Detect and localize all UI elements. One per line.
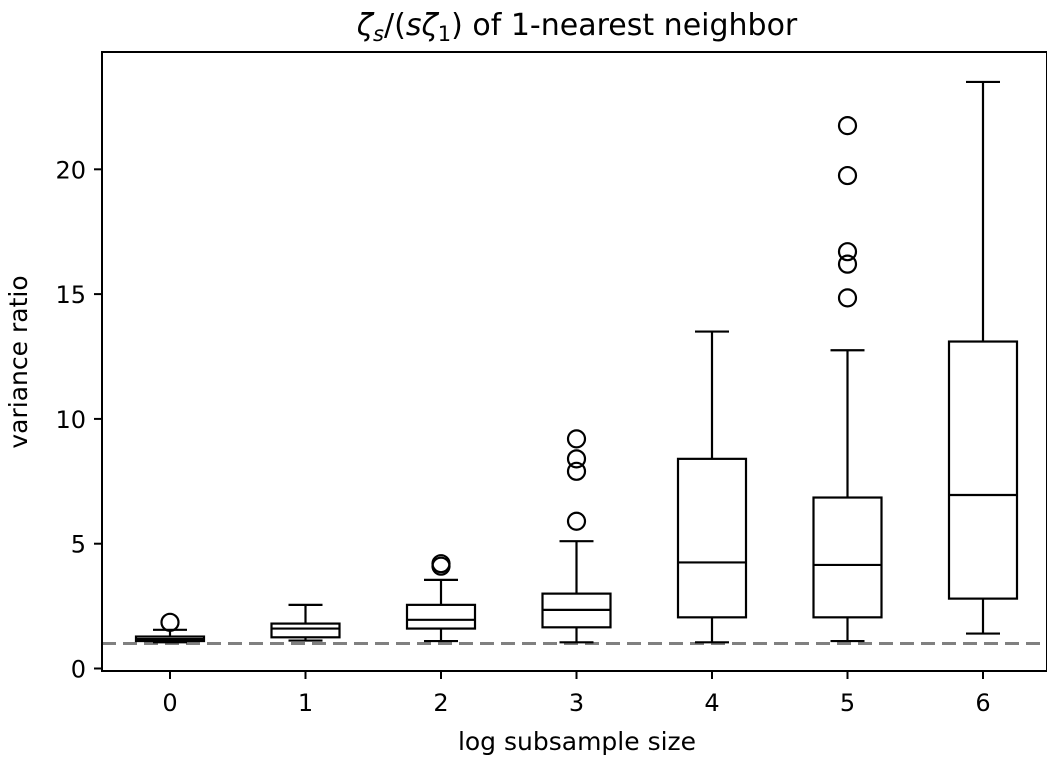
x-tick-label: 0 [162, 689, 177, 717]
flier-point [431, 554, 451, 574]
boxplot-5 [812, 116, 883, 643]
boxplot-6 [947, 80, 1019, 635]
chart-title: ζs/(sζ1) of 1-nearest neighbor [356, 8, 798, 46]
box-iqr [947, 340, 1019, 600]
x-tick-label: 1 [298, 689, 313, 717]
boxplot-0 [134, 612, 206, 644]
boxplot-4 [676, 330, 748, 644]
boxplot-3 [541, 429, 612, 644]
x-tick-label: 2 [433, 689, 448, 717]
flier-point [837, 254, 858, 274]
y-tick-label: 15 [55, 281, 86, 309]
box-iqr [812, 496, 883, 619]
x-tick-label: 4 [704, 689, 719, 717]
boxplot-2 [405, 554, 477, 643]
x-tick-label: 5 [840, 689, 855, 717]
flier-point [566, 511, 587, 531]
x-axis-label: log subsample size [458, 727, 696, 756]
y-tick-label: 20 [55, 156, 86, 184]
y-axis-label: variance ratio [4, 275, 33, 448]
box-iqr [405, 603, 477, 630]
flier-point [837, 288, 858, 308]
box-iqr [676, 457, 748, 619]
flier-point [160, 612, 180, 632]
tick-layer: 0 1 2 3 4 5 6 0 5 10 15 20 [55, 156, 990, 717]
x-tick-label: 3 [569, 689, 584, 717]
y-tick-label: 5 [71, 531, 86, 559]
y-tick-label: 10 [55, 406, 86, 434]
flier-point [837, 165, 858, 186]
flier-point [566, 449, 587, 469]
plot-frame [101, 51, 1047, 672]
flier-point [837, 116, 858, 136]
flier-point [566, 461, 587, 481]
boxplot-1 [270, 603, 341, 642]
box-layer [134, 80, 1019, 644]
y-tick-label: 0 [71, 656, 86, 684]
flier-point [837, 242, 858, 262]
box-iqr [270, 622, 341, 639]
x-tick-label: 6 [975, 689, 990, 717]
flier-point [566, 429, 587, 449]
